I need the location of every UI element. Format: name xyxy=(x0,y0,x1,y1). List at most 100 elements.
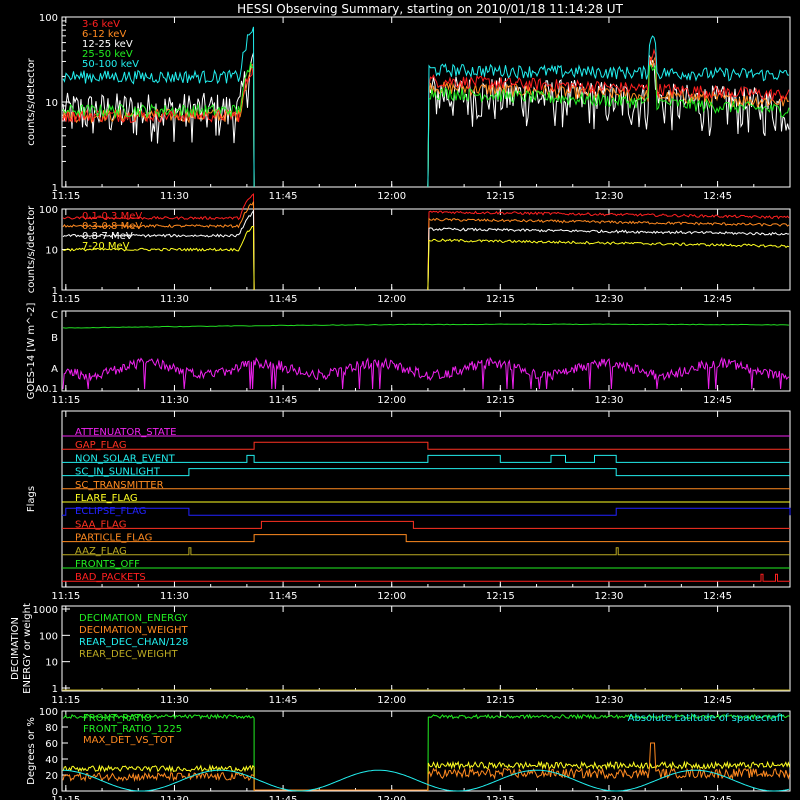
x-tick-label: 11:30 xyxy=(160,795,189,800)
legend-entry: 12-25 keV xyxy=(82,39,133,50)
x-tick-label: 12:15 xyxy=(486,191,515,202)
series-line xyxy=(427,760,791,792)
y-tick-label: 80 xyxy=(45,723,58,734)
y-axis-label: counts/s/detector xyxy=(26,57,37,145)
flag-label: AAZ_FLAG xyxy=(75,546,127,557)
x-tick-label: 11:15 xyxy=(51,795,80,800)
y-tick-label: 100 xyxy=(39,205,58,216)
y-tick-label: B xyxy=(51,333,58,344)
flag-line xyxy=(62,441,790,450)
x-tick-label: 12:45 xyxy=(703,191,732,202)
y-tick-label: 20 xyxy=(45,771,58,782)
x-tick-label: 12:45 xyxy=(703,695,732,706)
y-tick-label: 100 xyxy=(39,631,58,642)
legend-entry: 25-50 keV xyxy=(82,49,133,60)
x-tick-label: 11:45 xyxy=(269,695,298,706)
series-line xyxy=(427,742,791,792)
flag-label: SC_TRANSMITTER xyxy=(75,480,164,491)
x-tick-label: 11:15 xyxy=(51,191,80,202)
series-line xyxy=(427,210,790,291)
y-axis-label: Degrees or % xyxy=(26,717,37,785)
y-tick-label: 0 xyxy=(52,787,58,798)
x-tick-label: 12:15 xyxy=(486,591,515,602)
series-line xyxy=(427,48,790,188)
flag-line xyxy=(62,454,790,463)
x-tick-label: 12:00 xyxy=(377,795,406,800)
corner-label: Absolute Latitude of spacecraft xyxy=(628,713,784,724)
x-tick-label: 11:15 xyxy=(51,591,80,602)
y-tick-label: 10 xyxy=(45,246,58,257)
y-tick-label: 1 xyxy=(52,684,58,695)
x-tick-label: 11:30 xyxy=(160,294,189,305)
series-line xyxy=(62,770,255,791)
x-tick-label: 11:15 xyxy=(51,695,80,706)
flag-label: NON_SOLAR_EVENT xyxy=(75,453,176,464)
legend-entry: DECIMATION_ENERGY xyxy=(79,613,188,624)
series-line xyxy=(427,35,790,188)
flag-line xyxy=(62,468,790,477)
y-tick-label: 100 xyxy=(39,707,58,718)
x-tick-label: 12:00 xyxy=(377,191,406,202)
panel-frame-3 xyxy=(61,310,791,392)
x-tick-label: 12:15 xyxy=(486,695,515,706)
goes-long-line xyxy=(62,323,790,329)
x-tick-label: 11:45 xyxy=(269,591,298,602)
legend-entry: REAR_DEC_CHAN/128 xyxy=(79,637,188,648)
series-line xyxy=(62,201,255,291)
chart-title: HESSI Observing Summary, starting on 201… xyxy=(237,2,623,16)
legend-entry: 0.8-7 MeV xyxy=(82,231,133,242)
y-tick-label: A0.1 xyxy=(35,384,58,395)
x-tick-label: 11:15 xyxy=(51,395,80,406)
y-tick-label: A xyxy=(51,364,58,375)
legend-entry: FRONT_RATIO xyxy=(83,713,152,724)
panel-frame-2 xyxy=(61,208,791,291)
flag-label: BAD_PACKETS xyxy=(75,572,146,583)
series-line xyxy=(62,61,255,188)
flag-label: ECLIPSE_FLAG xyxy=(75,506,146,517)
x-tick-label: 12:30 xyxy=(595,591,624,602)
flag-label: FRONTS_OFF xyxy=(75,559,140,570)
y-axis-label: GOES-14 [W m^-2] xyxy=(26,303,37,400)
x-tick-label: 12:30 xyxy=(595,191,624,202)
series-line xyxy=(62,61,255,188)
series-line xyxy=(427,713,790,792)
flag-label: PARTICLE_FLAG xyxy=(75,533,152,544)
legend-entry: DECIMATION_WEIGHT xyxy=(79,625,188,636)
series-line xyxy=(427,227,789,291)
flag-line xyxy=(62,534,790,543)
latitude-line xyxy=(62,769,790,792)
x-tick-label: 12:45 xyxy=(703,795,732,800)
x-tick-label: 11:30 xyxy=(160,395,189,406)
series-line xyxy=(427,64,790,188)
x-tick-label: 11:45 xyxy=(269,294,298,305)
flag-label: SAA_FLAG xyxy=(75,519,126,530)
y-tick-label: C xyxy=(51,310,58,321)
y-tick-label: 10 xyxy=(45,658,58,669)
series-line xyxy=(62,764,255,791)
legend-entry: 0.3-0.8 MeV xyxy=(82,221,142,232)
x-tick-label: 11:30 xyxy=(160,695,189,706)
y-tick-label: 1 xyxy=(52,286,58,297)
series-line xyxy=(62,713,255,791)
legend-entry: 7-20 MeV xyxy=(82,241,130,252)
x-tick-label: 12:45 xyxy=(703,591,732,602)
legend-entry: 0.1-0.3 MeV xyxy=(82,211,142,222)
series-line xyxy=(427,217,790,291)
series-line xyxy=(62,26,255,188)
flag-label: ATTENUATOR_STATE xyxy=(75,427,176,438)
x-tick-label: 12:00 xyxy=(377,395,406,406)
x-tick-label: 12:00 xyxy=(377,591,406,602)
legend-entry: 50-100 keV xyxy=(82,59,139,70)
x-tick-label: 12:15 xyxy=(486,395,515,406)
series-line xyxy=(427,56,790,188)
panel-frame-5 xyxy=(61,605,791,692)
y-axis-label-line2: ENERGY or weight xyxy=(22,603,33,694)
series-line xyxy=(62,193,255,291)
flag-label: SC_IN_SUNLIGHT xyxy=(75,467,161,478)
series-line xyxy=(62,225,255,291)
x-tick-label: 11:45 xyxy=(269,191,298,202)
y-tick-label: 10 xyxy=(45,98,58,109)
flag-line xyxy=(62,507,791,516)
series-line xyxy=(427,238,790,291)
